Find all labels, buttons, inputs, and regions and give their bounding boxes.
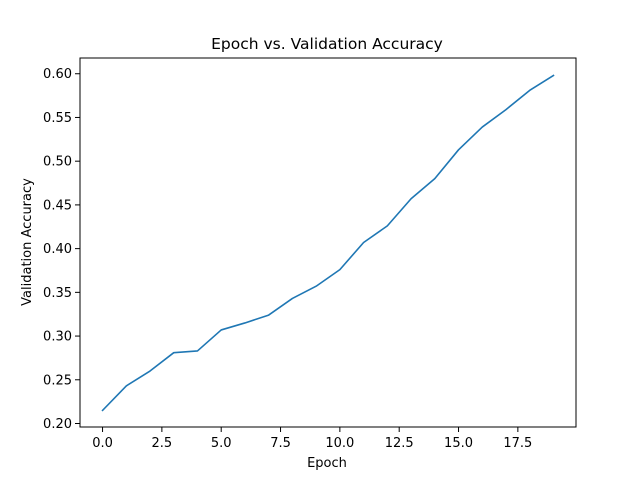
y-tick-label: 0.30 (43, 330, 72, 345)
y-tick-label: 0.35 (43, 286, 72, 301)
x-tick-label: 5.0 (211, 436, 232, 451)
x-tick-label: 7.5 (270, 436, 291, 451)
y-axis-title: Validation Accuracy (20, 178, 35, 306)
plot-area (79, 57, 577, 428)
chart-title: Epoch vs. Validation Accuracy (211, 35, 443, 53)
x-tick-label: 17.5 (503, 436, 532, 451)
x-tick-label: 12.5 (385, 436, 414, 451)
x-tick-label: 10.0 (325, 436, 354, 451)
x-tick-label: 2.5 (152, 436, 173, 451)
y-tick-label: 0.25 (43, 373, 72, 388)
x-axis-title: Epoch (307, 456, 347, 471)
y-tick-label: 0.45 (43, 198, 72, 213)
x-tick-label: 0.0 (92, 436, 113, 451)
x-axis: 0.0 2.5 5.0 7.5 10.0 12.5 15.0 17.5 (92, 427, 532, 451)
y-tick-label: 0.20 (43, 417, 72, 432)
series-line (101, 74, 555, 412)
y-tick-label: 0.40 (43, 242, 72, 257)
y-axis: 0.20 0.25 0.30 0.35 0.40 0.45 0.50 0.55 0.60 (43, 67, 80, 432)
x-tick-label: 15.0 (444, 436, 473, 451)
plot-frame (79, 57, 577, 428)
series-layer (101, 74, 555, 412)
y-tick-label: 0.60 (43, 67, 72, 82)
y-tick-label: 0.55 (43, 111, 72, 126)
y-tick-label: 0.50 (43, 155, 72, 170)
